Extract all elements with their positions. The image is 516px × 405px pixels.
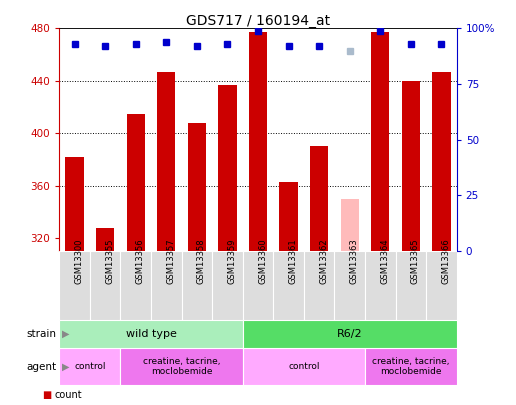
Bar xyxy=(59,251,90,320)
Bar xyxy=(396,251,426,320)
Text: GSM13355: GSM13355 xyxy=(105,239,114,284)
Text: creatine, tacrine,
moclobemide: creatine, tacrine, moclobemide xyxy=(372,357,449,376)
Text: GSM13366: GSM13366 xyxy=(441,239,450,284)
Bar xyxy=(249,32,267,251)
Bar xyxy=(59,348,120,385)
Text: control: control xyxy=(288,362,319,371)
Bar xyxy=(432,72,450,251)
Text: ▶: ▶ xyxy=(62,329,70,339)
Bar xyxy=(120,251,151,320)
Bar xyxy=(151,251,182,320)
Bar xyxy=(365,348,457,385)
Bar xyxy=(126,113,145,251)
Bar xyxy=(188,123,206,251)
Bar xyxy=(426,251,457,320)
Bar xyxy=(334,251,365,320)
Text: GSM13359: GSM13359 xyxy=(228,239,236,284)
Bar xyxy=(243,348,365,385)
Text: GSM13363: GSM13363 xyxy=(350,239,359,284)
Text: wild type: wild type xyxy=(125,329,176,339)
Text: GSM13357: GSM13357 xyxy=(166,239,175,284)
Bar xyxy=(212,251,243,320)
Bar xyxy=(157,72,175,251)
Text: ▶: ▶ xyxy=(62,362,70,371)
Bar xyxy=(401,81,420,251)
Bar xyxy=(120,348,243,385)
Bar xyxy=(310,146,328,251)
Text: count: count xyxy=(54,390,82,400)
Text: GSM13365: GSM13365 xyxy=(411,239,420,284)
Bar xyxy=(279,182,298,251)
Bar xyxy=(341,199,359,251)
Bar xyxy=(96,228,115,251)
Text: GSM13364: GSM13364 xyxy=(380,239,389,284)
Bar xyxy=(66,157,84,251)
Bar xyxy=(371,32,390,251)
Bar xyxy=(304,251,334,320)
Text: GSM13361: GSM13361 xyxy=(288,239,298,284)
Bar xyxy=(59,320,243,348)
Text: GSM13358: GSM13358 xyxy=(197,239,206,284)
Text: GSM13360: GSM13360 xyxy=(258,239,267,284)
Text: agent: agent xyxy=(27,362,57,371)
Bar xyxy=(182,251,212,320)
Bar xyxy=(90,251,120,320)
Bar xyxy=(365,251,396,320)
Text: GSM13356: GSM13356 xyxy=(136,239,145,284)
Bar xyxy=(243,251,273,320)
Text: ■: ■ xyxy=(42,390,51,400)
Text: R6/2: R6/2 xyxy=(337,329,363,339)
Text: GSM13300: GSM13300 xyxy=(75,239,84,284)
Text: GSM13362: GSM13362 xyxy=(319,239,328,284)
Text: creatine, tacrine,
moclobemide: creatine, tacrine, moclobemide xyxy=(143,357,220,376)
Bar xyxy=(218,85,237,251)
Bar xyxy=(273,251,304,320)
Text: control: control xyxy=(74,362,106,371)
Bar xyxy=(243,320,457,348)
Text: GDS717 / 160194_at: GDS717 / 160194_at xyxy=(186,14,330,28)
Text: strain: strain xyxy=(27,329,57,339)
